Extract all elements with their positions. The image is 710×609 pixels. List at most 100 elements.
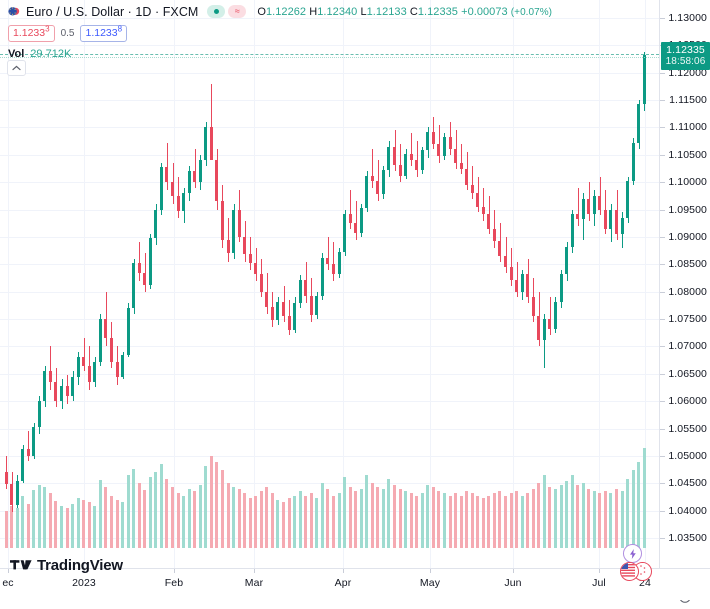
candle-wick — [6, 455, 7, 489]
candle-body — [476, 193, 480, 207]
candle-body — [154, 209, 158, 239]
volume-bar — [492, 493, 496, 548]
candle-body — [404, 153, 408, 176]
candle-body — [620, 217, 624, 235]
candle-body — [393, 146, 396, 165]
watermark-text: TradingView — [37, 556, 123, 574]
price-axis-label: 1.08500 — [668, 258, 707, 271]
candle-body — [498, 241, 502, 257]
candle-body — [553, 301, 557, 329]
volume-bar — [631, 470, 635, 548]
candle-body — [631, 142, 635, 182]
volume-bar — [565, 480, 569, 548]
candle-body — [448, 137, 452, 150]
candle-body — [282, 301, 285, 317]
time-axis[interactable]: ec 2023 Feb Mar Apr May Jun Jul 24 — [0, 568, 710, 600]
candle-body — [115, 361, 119, 377]
volume-bar — [498, 491, 502, 548]
candle-body — [259, 274, 263, 292]
volume-bar — [404, 491, 408, 548]
bid-price-box[interactable]: 1.12333 — [8, 24, 55, 42]
candle-wick — [506, 236, 507, 273]
price-axis-tick — [660, 428, 665, 430]
candle-wick — [400, 143, 401, 183]
ohlc-values: O1.12262 H1.12340 L1.12133 C1.12335 +0.0… — [257, 6, 552, 18]
volume-bar — [442, 493, 446, 548]
candle-body — [165, 166, 169, 183]
grid-line-vertical — [343, 0, 344, 568]
volume-bar — [570, 474, 574, 548]
volume-value: 29.712K — [30, 48, 72, 60]
time-axis-tick — [430, 569, 431, 573]
time-axis-tick — [84, 569, 85, 573]
lightning-badge[interactable] — [623, 544, 642, 563]
volume-bar — [187, 489, 191, 548]
candle-wick — [28, 431, 29, 462]
grid-line-vertical — [599, 0, 600, 568]
ohlc-l-value: 1.12133 — [366, 5, 407, 18]
volume-bar — [270, 493, 274, 548]
grid-line-horizontal — [0, 100, 659, 102]
candle-body — [326, 257, 330, 265]
volume-bar — [331, 495, 335, 548]
candle-body — [515, 279, 519, 292]
candle-body — [98, 319, 102, 362]
bid-price-value: 1.1233 — [13, 26, 46, 39]
grid-line-horizontal — [0, 401, 659, 403]
ask-price-box[interactable]: 1.12338 — [80, 24, 128, 42]
volume-bar — [293, 495, 297, 548]
candle-body — [93, 361, 97, 382]
volume-bar — [71, 503, 75, 548]
candle-body — [32, 427, 36, 456]
candle-body — [542, 319, 546, 340]
candle-body — [293, 302, 297, 330]
chart-plot-pane[interactable] — [0, 0, 659, 568]
time-axis-tick — [254, 569, 255, 573]
candle-body — [237, 209, 241, 237]
baseline-pill[interactable]: ≈ — [228, 5, 247, 18]
volume-bar — [359, 489, 363, 548]
candle-body — [270, 307, 274, 321]
volume-bar — [470, 493, 474, 548]
volume-bar — [10, 506, 14, 548]
pane-separator[interactable] — [0, 57, 659, 58]
volume-bar — [609, 493, 613, 548]
symbol-title[interactable]: Euro / U.S. Dollar · 1D · FXCM — [26, 4, 199, 19]
volume-bar — [21, 495, 25, 548]
volume-bar — [465, 491, 469, 548]
legend-volume-row: Vol 29.712K — [8, 47, 552, 61]
candle-body — [559, 274, 563, 302]
candle-body — [354, 223, 358, 233]
volume-bar — [531, 489, 535, 548]
candle-wick — [139, 242, 140, 281]
volume-bar — [309, 493, 313, 548]
price-axis-tick — [660, 401, 665, 403]
collapse-pane-button[interactable] — [7, 60, 26, 76]
volume-bar — [337, 493, 341, 548]
volume-bar — [459, 495, 463, 548]
economic-events-badge[interactable] — [620, 562, 652, 581]
chevron-up-icon — [12, 65, 21, 71]
candle-body — [132, 263, 136, 309]
volume-bar — [504, 495, 507, 548]
candle-body — [365, 175, 369, 209]
candle-body — [193, 171, 197, 183]
candle-body — [21, 449, 25, 481]
candle-body — [10, 484, 14, 506]
volume-bar — [526, 493, 530, 548]
volume-bar — [254, 495, 258, 548]
candle-body — [570, 213, 574, 247]
grid-line-horizontal — [0, 291, 659, 293]
volume-bar — [282, 501, 285, 548]
volume-bar — [343, 476, 347, 548]
price-axis[interactable]: 1.130001.125001.120001.115001.110001.105… — [659, 0, 710, 603]
candles-pill[interactable] — [207, 5, 226, 18]
price-axis-label: 1.11500 — [669, 94, 707, 107]
volume-bar — [98, 479, 102, 548]
volume-bar — [159, 464, 163, 548]
volume-bar — [370, 482, 374, 548]
current-price-time: 18:58:06 — [665, 56, 706, 68]
current-price-badge: 1.12335 18:58:06 — [661, 42, 710, 71]
candle-body — [48, 371, 52, 382]
volume-bar — [592, 491, 596, 548]
